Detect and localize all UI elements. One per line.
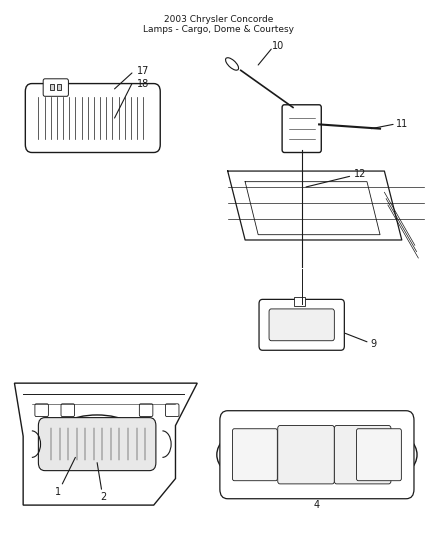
- Bar: [294, 297, 305, 306]
- FancyBboxPatch shape: [269, 309, 334, 341]
- Text: 2: 2: [101, 492, 107, 502]
- FancyBboxPatch shape: [357, 429, 401, 481]
- FancyBboxPatch shape: [278, 425, 334, 484]
- FancyBboxPatch shape: [259, 300, 344, 350]
- FancyBboxPatch shape: [43, 79, 68, 96]
- Text: 2003 Chrysler Concorde
Lamps - Cargo, Dome & Courtesy: 2003 Chrysler Concorde Lamps - Cargo, Do…: [144, 14, 294, 34]
- Text: 9: 9: [371, 339, 377, 349]
- Polygon shape: [14, 383, 197, 505]
- Text: 17: 17: [137, 67, 149, 76]
- Text: 1: 1: [55, 487, 61, 497]
- FancyBboxPatch shape: [139, 404, 153, 417]
- Ellipse shape: [217, 413, 417, 497]
- Bar: [57, 84, 61, 90]
- FancyBboxPatch shape: [61, 404, 74, 417]
- FancyBboxPatch shape: [233, 429, 277, 481]
- FancyBboxPatch shape: [220, 411, 414, 499]
- Bar: [50, 84, 54, 90]
- Text: 10: 10: [272, 42, 284, 52]
- Text: 12: 12: [354, 169, 367, 179]
- Text: 11: 11: [396, 118, 408, 128]
- Ellipse shape: [49, 415, 145, 468]
- FancyBboxPatch shape: [282, 105, 321, 152]
- Ellipse shape: [226, 58, 239, 70]
- FancyBboxPatch shape: [35, 404, 48, 417]
- Text: 18: 18: [137, 78, 149, 88]
- FancyBboxPatch shape: [39, 418, 156, 471]
- FancyBboxPatch shape: [25, 84, 160, 152]
- FancyBboxPatch shape: [166, 404, 179, 417]
- FancyBboxPatch shape: [334, 425, 391, 484]
- Text: 4: 4: [314, 500, 320, 510]
